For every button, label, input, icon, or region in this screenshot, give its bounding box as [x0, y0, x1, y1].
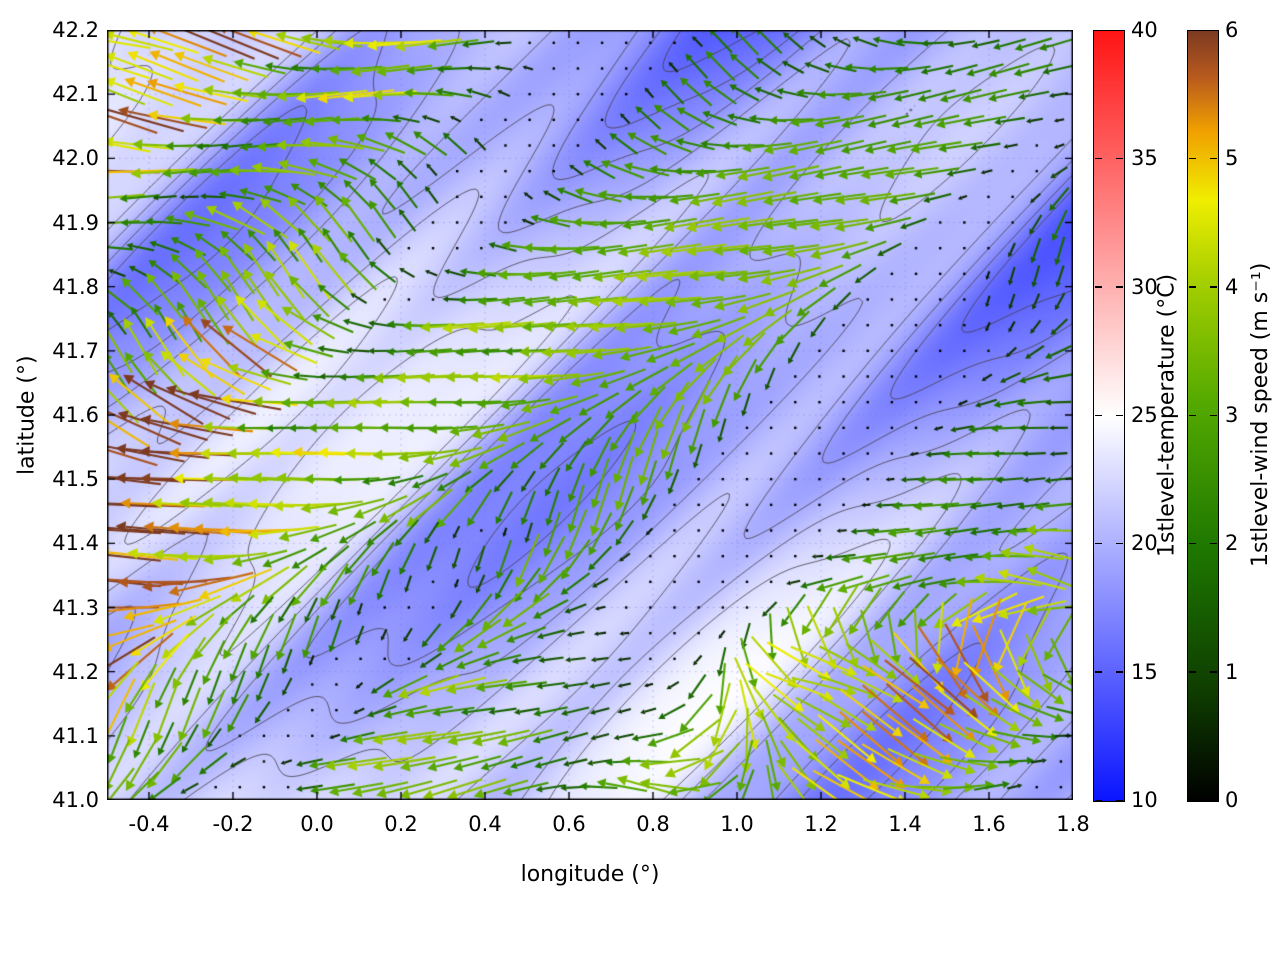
colorbar-tick-label: 25 [1131, 403, 1158, 427]
colorbar-tick-mark [1116, 29, 1123, 31]
colorbar-tick-mark [1094, 799, 1102, 801]
colorbar-tick-label: 40 [1131, 18, 1158, 42]
colorbar-tick-label: 30 [1131, 274, 1158, 299]
y-tick-label: 41.0 [52, 788, 99, 812]
x-tick-label: 1.8 [1056, 812, 1090, 836]
x-tick-label: 0.8 [636, 812, 670, 836]
y-tick-label: 42.1 [52, 82, 99, 107]
colorbar-tick-mark [1188, 542, 1196, 545]
colorbar-tick-mark [1210, 799, 1217, 801]
y-tick-label: 42.0 [52, 146, 99, 171]
x-tick-label: 1.0 [720, 812, 754, 836]
colorbar-tick-mark [1116, 671, 1123, 673]
y-tick-label: 41.7 [52, 338, 99, 363]
colorbar-tick-mark [1188, 29, 1196, 31]
y-tick-label: 41.8 [52, 274, 99, 299]
x-tick-label: 0.0 [300, 812, 334, 836]
x-tick-label: 0.6 [552, 812, 586, 836]
colorbar-tick-mark [1094, 157, 1102, 160]
x-tick-label: 0.2 [384, 812, 418, 836]
colorbar-tick-mark [1094, 542, 1102, 545]
y-tick-label: 41.5 [52, 467, 99, 492]
colorbar-tick-mark [1210, 542, 1217, 545]
colorbar-tick-mark [1116, 542, 1123, 545]
y-tick-label: 42.2 [52, 18, 99, 42]
temperature-colorbar [1093, 30, 1125, 802]
colorbar-tick-mark [1116, 157, 1123, 160]
y-tick-label: 41.6 [52, 403, 99, 427]
colorbar-tick-mark [1210, 29, 1217, 31]
colorbar-tick-mark [1188, 414, 1196, 416]
x-tick-label: 1.2 [804, 812, 838, 836]
colorbar-tick-mark [1116, 414, 1123, 416]
y-tick-label: 41.9 [52, 210, 99, 235]
plot-canvas [107, 30, 1073, 800]
colorbar-tick-label: 1 [1225, 659, 1239, 684]
colorbar-tick-mark [1188, 671, 1196, 673]
x-tick-label: 1.4 [888, 812, 922, 836]
y-tick-label: 41.3 [52, 595, 99, 620]
colorbar-tick-label: 5 [1225, 146, 1239, 171]
y-tick-label: 41.1 [52, 723, 99, 748]
colorbar-tick-mark [1116, 799, 1123, 801]
colorbar-tick-label: 10 [1131, 788, 1158, 812]
colorbar-tick-mark [1094, 29, 1102, 31]
y-tick-label: 41.4 [52, 531, 99, 556]
colorbar-tick-label: 2 [1225, 531, 1239, 556]
colorbar-tick-mark [1094, 414, 1102, 416]
colorbar-tick-mark [1094, 671, 1102, 673]
colorbar-tick-mark [1188, 799, 1196, 801]
wind-speed-colorbar [1187, 30, 1219, 802]
colorbar-tick-label: 4 [1225, 274, 1239, 299]
colorbar-tick-mark [1188, 157, 1196, 160]
colorbar-tick-label: 15 [1131, 659, 1158, 684]
colorbar-tick-mark [1094, 286, 1102, 288]
colorbar-tick-mark [1210, 286, 1217, 288]
colorbar-tick-mark [1188, 286, 1196, 288]
temperature-colorbar-gradient [1094, 31, 1124, 801]
y-tick-label: 41.2 [52, 659, 99, 684]
x-tick-label: 0.4 [468, 812, 502, 836]
x-tick-label: 1.6 [972, 812, 1006, 836]
x-axis-label: longitude (°) [520, 862, 660, 887]
colorbar-tick-mark [1210, 157, 1217, 160]
colorbar-tick-label: 20 [1131, 531, 1158, 556]
x-tick-label: -0.4 [128, 812, 170, 836]
wind-speed-colorbar-gradient [1188, 31, 1218, 801]
colorbar-tick-label: 35 [1131, 146, 1158, 171]
colorbar-tick-mark [1210, 414, 1217, 416]
x-tick-label: -0.2 [212, 812, 254, 836]
colorbar-tick-mark [1210, 671, 1217, 673]
colorbar-tick-label: 6 [1225, 18, 1239, 42]
colorbar-tick-mark [1116, 286, 1123, 288]
colorbar-tick-label: 3 [1225, 403, 1239, 427]
colorbar-tick-label: 0 [1225, 788, 1239, 812]
